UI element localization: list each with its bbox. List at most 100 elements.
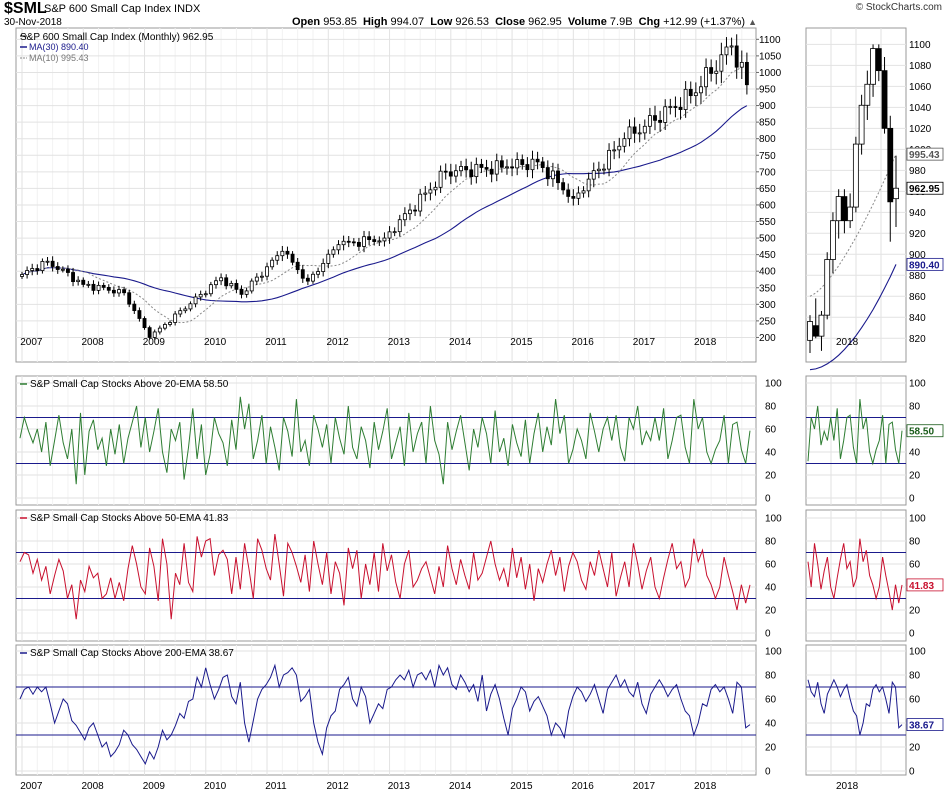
price-y-tick-label: 350 xyxy=(759,283,776,294)
candle-body xyxy=(346,240,351,243)
candle-body xyxy=(86,283,91,286)
candle-body xyxy=(20,274,24,277)
zoom-candle-body xyxy=(858,104,865,145)
candle-body xyxy=(91,283,96,291)
candle-body xyxy=(214,280,218,286)
candle-body xyxy=(101,284,106,288)
candle-body xyxy=(76,279,81,283)
price-y-tick-label: 1100 xyxy=(759,35,781,46)
ind-y-tick-label: 60 xyxy=(765,695,777,706)
price-x-tick-label: 2010 xyxy=(204,337,227,348)
zoom-bottom-x-tick-label: 2018 xyxy=(836,781,859,792)
bottom-x-tick-label: 2014 xyxy=(449,781,472,792)
candle-body xyxy=(351,241,356,244)
candle-body xyxy=(188,303,193,310)
ind-zoom-y-tick-label: 20 xyxy=(909,743,921,754)
low-value: 926.53 xyxy=(455,16,489,28)
ind-zoom-y-tick-label: 100 xyxy=(909,647,926,658)
candle-body xyxy=(719,54,724,72)
zoom-candle-body xyxy=(870,48,876,85)
candle-body xyxy=(111,289,116,294)
candle-body xyxy=(331,249,336,255)
candle-body xyxy=(653,115,657,121)
ind-zoom-y-tick-label: 80 xyxy=(909,537,921,548)
ticker-symbol: $SML xyxy=(4,0,47,17)
ind-y-tick-label: 20 xyxy=(765,471,777,482)
candle-body xyxy=(479,163,484,168)
high-value: 994.07 xyxy=(390,16,425,28)
ind-zoom-y-tick-label: 0 xyxy=(909,767,915,778)
price-x-tick-label: 2012 xyxy=(327,337,350,348)
candle-body xyxy=(163,324,167,329)
candle-body xyxy=(714,70,719,74)
candle-body xyxy=(305,277,310,282)
candle-body xyxy=(55,266,60,270)
candle-body xyxy=(81,279,86,285)
ind-zoom-y-tick-label: 60 xyxy=(909,560,921,571)
candle-body xyxy=(249,280,254,292)
price-x-tick-label: 2016 xyxy=(572,337,595,348)
zoom-ma10-tag-box xyxy=(906,147,944,161)
zoom-ma10-tag: 995.43 xyxy=(909,150,940,161)
candle-body xyxy=(387,231,392,239)
candle-body xyxy=(239,288,244,295)
ind-zoom-y-tick-label: 40 xyxy=(909,448,921,459)
price-y-tick-label: 800 xyxy=(759,134,776,145)
candle-body xyxy=(617,145,622,151)
candle-body xyxy=(117,289,121,294)
volume-label: Volume xyxy=(567,16,607,28)
zoom-ma10-line xyxy=(809,153,897,297)
zoom-price-y-tick-label: 840 xyxy=(909,313,926,324)
candle-body xyxy=(413,209,418,212)
candle-body xyxy=(484,167,489,170)
candle-body xyxy=(219,277,224,282)
price-x-tick-label: 2017 xyxy=(633,337,656,348)
ind-y-tick-label: 0 xyxy=(765,494,771,505)
close-value: 962.95 xyxy=(528,16,562,28)
candle-body xyxy=(198,293,203,298)
candle-body xyxy=(316,271,321,275)
candle-body xyxy=(280,250,285,257)
candle-body xyxy=(540,161,545,168)
bottom-x-tick-label: 2012 xyxy=(327,781,350,792)
candle-body xyxy=(45,260,50,263)
ind-y-tick-label: 0 xyxy=(765,767,771,778)
candle-body xyxy=(448,171,453,177)
open-value: 953.85 xyxy=(323,16,357,28)
candle-body xyxy=(377,240,382,243)
candle-body xyxy=(270,259,275,268)
candle-body xyxy=(586,178,591,192)
price-y-tick-label: 450 xyxy=(759,250,776,261)
price-x-tick-label: 2007 xyxy=(20,337,43,348)
candle-body xyxy=(147,327,152,338)
zoom-ma30-line xyxy=(809,264,897,371)
zoom-candle-body xyxy=(887,127,894,203)
candle-body xyxy=(127,292,132,305)
brand-logo[interactable]: © StockCharts.com xyxy=(855,2,942,13)
price-x-tick-label: 2013 xyxy=(388,337,411,348)
zoom-close-tag-box xyxy=(906,181,944,195)
zoom-candle-body xyxy=(841,196,848,222)
bottom-x-tick-label: 2018 xyxy=(694,781,717,792)
chg-value: +12.99 (+1.37%) xyxy=(663,16,746,28)
candle-body xyxy=(229,283,234,287)
candle-body xyxy=(275,255,280,261)
bottom-x-tick-label: 2009 xyxy=(143,781,166,792)
candle-body xyxy=(678,106,683,110)
candle-body xyxy=(265,266,269,277)
candle-body xyxy=(356,241,361,247)
price-y-tick-label: 550 xyxy=(759,217,776,228)
zoom-candle-body xyxy=(830,220,836,260)
ind-y-tick-label: 80 xyxy=(765,402,777,413)
candle-body xyxy=(397,219,402,233)
candle-body xyxy=(591,170,596,180)
price-x-tick-label: 2018 xyxy=(694,337,717,348)
zoom-candle-body xyxy=(847,206,854,222)
candle-body xyxy=(341,240,346,246)
candle-body xyxy=(642,125,647,134)
zoom-candle-body xyxy=(875,48,882,72)
candle-body xyxy=(688,88,693,97)
zoom-price-y-tick-label: 1080 xyxy=(909,61,932,72)
zoom-price-y-tick-label: 1060 xyxy=(909,82,932,93)
